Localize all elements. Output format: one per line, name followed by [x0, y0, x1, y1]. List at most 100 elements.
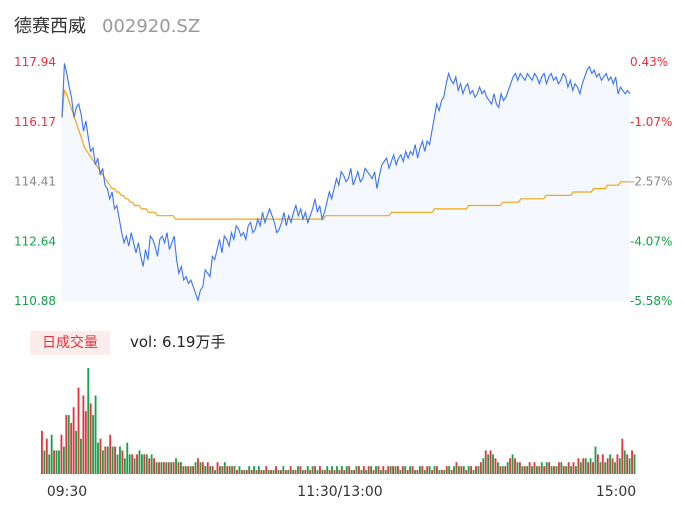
volume-bar: [477, 466, 480, 474]
volume-bar: [77, 387, 80, 474]
volume-bar: [526, 466, 529, 474]
volume-bar: [297, 466, 299, 474]
volume-bar: [82, 395, 85, 474]
volume-bar: [577, 458, 580, 474]
volume-bar: [172, 462, 175, 474]
volume-bar: [304, 470, 307, 474]
volume-bar: [372, 470, 375, 474]
volume-bar: [540, 462, 543, 474]
volume-bar: [123, 458, 126, 474]
volume-bar: [453, 466, 455, 474]
volume-bar: [204, 466, 207, 474]
volume-bar: [284, 470, 287, 474]
volume-bar: [301, 470, 304, 474]
volume-bar: [265, 466, 268, 474]
volume-bar: [479, 462, 482, 474]
volume-bar: [426, 466, 429, 474]
volume-bar: [345, 466, 348, 474]
volume-bar: [306, 466, 309, 474]
volume-bar: [155, 462, 158, 474]
volume-bar: [231, 466, 234, 474]
y-tick-label-left: 114.41: [14, 175, 56, 189]
x-tick-label: 15:00: [596, 484, 636, 500]
volume-bar: [543, 466, 546, 474]
volume-bar: [99, 438, 102, 474]
volume-bar: [609, 454, 612, 474]
volume-bar: [187, 466, 190, 474]
volume-bar: [596, 454, 599, 474]
volume-bar: [221, 466, 224, 474]
volume-bar: [331, 466, 334, 474]
volume-bar: [594, 446, 597, 474]
volume-bar: [89, 403, 92, 474]
volume-bar: [562, 466, 565, 474]
volume-bar: [358, 466, 360, 474]
average-price-line: [61, 88, 630, 220]
volume-bar: [140, 454, 143, 474]
volume-bar: [94, 395, 97, 474]
stock-code: 002920.SZ: [102, 16, 201, 37]
volume-bar: [572, 462, 575, 474]
volume-bar: [475, 466, 477, 474]
volume-bar: [211, 466, 214, 474]
volume-bar: [294, 470, 297, 474]
volume-bar: [482, 458, 485, 474]
volume-bar: [126, 442, 129, 474]
volume-bar: [55, 450, 58, 474]
volume-bar: [277, 470, 280, 474]
volume-bar: [582, 458, 585, 474]
volume-bar: [233, 466, 236, 474]
volume-bar: [53, 450, 56, 474]
volume-bar: [70, 422, 73, 474]
volume-bar: [106, 446, 109, 474]
volume-bar: [516, 462, 519, 474]
volume-bar: [343, 470, 346, 474]
volume-bar: [116, 454, 119, 474]
volume-bar: [557, 462, 560, 474]
volume-bar: [589, 458, 592, 474]
volume-bar: [531, 466, 533, 474]
volume-bar: [43, 450, 46, 474]
volume-bar: [445, 466, 448, 474]
volume-chart[interactable]: 09:30 11:30/13:00 15:00: [0, 360, 686, 524]
volume-bar: [270, 470, 273, 474]
volume-bar: [443, 470, 446, 474]
volume-bar: [243, 470, 246, 474]
volume-bar: [311, 466, 314, 474]
volume-bar: [599, 462, 602, 474]
volume-bar: [487, 454, 490, 474]
volume-bar: [58, 450, 60, 474]
price-chart[interactable]: 117.94 0.43% 116.17 -1.07% 114.41 -2.57% 112.6…: [0, 0, 686, 320]
volume-bar: [340, 466, 343, 474]
volume-bar: [50, 434, 53, 474]
volume-bar: [48, 454, 51, 474]
volume-bar: [92, 415, 95, 474]
volume-bar: [279, 470, 282, 474]
y-tick-label-right: 0.43%: [630, 55, 668, 69]
volume-bar: [399, 470, 402, 474]
volume-bar: [321, 470, 324, 474]
volume-bar: [584, 458, 587, 474]
volume-bar: [521, 466, 524, 474]
stock-name: 德赛西威: [14, 16, 86, 37]
volume-bar: [370, 466, 373, 474]
volume-bar: [365, 470, 368, 474]
volume-bar: [621, 438, 624, 474]
volume-bar: [84, 411, 87, 474]
volume-bar: [258, 466, 260, 474]
volume-bar: [604, 462, 607, 474]
volume-bar: [348, 466, 351, 474]
volume-bar: [560, 462, 563, 474]
volume-bar: [121, 450, 124, 474]
volume-bar: [460, 466, 463, 474]
volume-bar: [548, 462, 551, 474]
volume-bar: [170, 462, 173, 474]
volume-bar: [177, 462, 180, 474]
volume-bar: [489, 450, 492, 474]
volume-bar: [401, 466, 404, 474]
volume-bar: [394, 466, 397, 474]
volume-bar: [509, 458, 512, 474]
volume-bar: [497, 462, 499, 474]
volume-bar: [633, 454, 636, 474]
